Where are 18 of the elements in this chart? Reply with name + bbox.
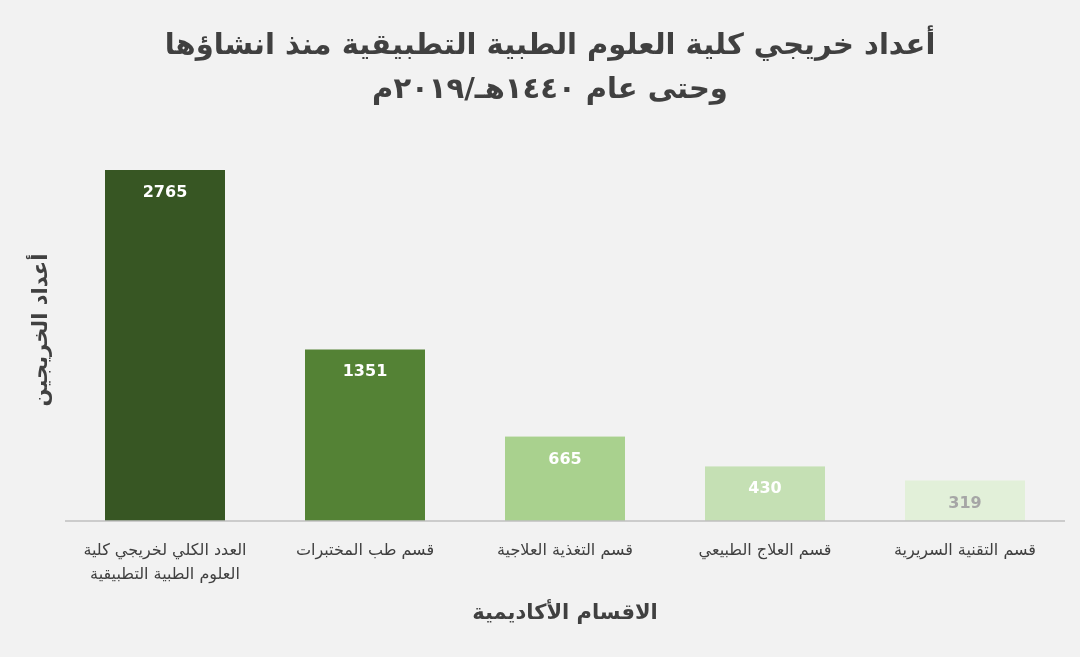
category: قسم العلاج الطبيعي [697, 539, 833, 562]
ylabel: أعداد الخريجين [28, 252, 52, 409]
data-label: 665 [548, 448, 582, 468]
bar [905, 480, 1025, 521]
bar [705, 466, 825, 521]
data-label: 430 [748, 478, 782, 498]
category: قسم التقنية السريرية [893, 539, 1037, 562]
data-label: 1351 [342, 361, 388, 381]
bar [105, 170, 225, 521]
category: قسم التغذية العلاجية [496, 539, 634, 561]
category: العدد الكلي لخريجي كلية العلوم الطبية التطبيقية [82, 539, 248, 586]
title: أعداد خريجي كلية العلوم الطبية التطبيقية منذ انشاؤها وحتى عام ١٤٤٠هـ/٢٠١٩م [163, 24, 937, 107]
data-label: 2765 [142, 182, 188, 201]
bar [305, 349, 425, 521]
xlabel: الاقسام الأكاديمية [471, 600, 659, 624]
category: قسم طب المختبرات [294, 539, 436, 562]
bar [505, 436, 625, 521]
data-label: 319 [948, 492, 982, 512]
